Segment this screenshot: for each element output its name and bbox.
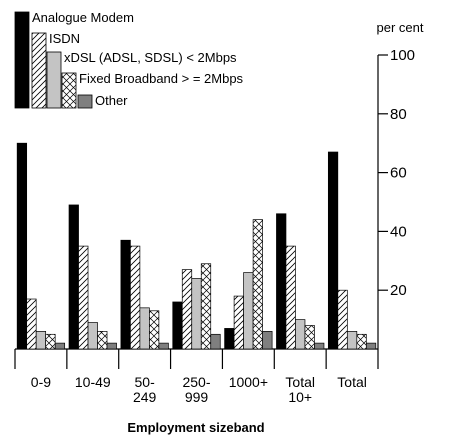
bar: [233, 295, 244, 350]
bar: [97, 331, 108, 350]
x-tick-label: 250-999: [182, 374, 210, 405]
bar: [243, 272, 254, 350]
bar: [68, 204, 79, 350]
bar: [210, 333, 221, 350]
bar: [78, 245, 89, 350]
y-tick-label: 60: [390, 165, 407, 182]
y-tick-label: 100: [390, 47, 415, 64]
legend-swatch: [14, 11, 30, 109]
bar: [224, 328, 235, 350]
bar: [276, 213, 287, 350]
y-tick-label: 20: [390, 282, 407, 299]
bar: [337, 289, 348, 350]
bar: [346, 331, 358, 350]
bar: [120, 239, 131, 350]
y-tick-label: 40: [390, 223, 407, 240]
x-tick-label: Total: [337, 374, 367, 390]
bar: [16, 142, 28, 350]
x-tick-label: 0-9: [31, 374, 51, 390]
bar: [304, 325, 315, 350]
bar: [191, 278, 202, 350]
bar: [285, 245, 296, 350]
bar: [252, 219, 263, 350]
bar: [87, 322, 98, 350]
legend-swatch: [61, 72, 77, 109]
bar: [181, 269, 193, 350]
bar: [149, 310, 160, 350]
y-axis-label: per cent: [377, 20, 424, 35]
bar: [54, 342, 66, 350]
bar: [172, 301, 183, 350]
x-axis-label: Employment sizeband: [127, 420, 264, 435]
bar: [45, 333, 56, 350]
bar: [106, 342, 117, 350]
bar: [26, 298, 37, 350]
x-tick-label: 50-249: [133, 374, 157, 405]
bar: [200, 263, 212, 350]
bar: [356, 333, 367, 350]
bar: [35, 331, 47, 350]
bar: [365, 342, 377, 350]
legend-label: Other: [95, 93, 128, 108]
legend-label: xDSL (ADSL, SDSL) < 2Mbps: [64, 50, 237, 65]
legend-swatch: [46, 51, 62, 109]
bar: [158, 342, 169, 350]
bar: [314, 342, 325, 350]
legend-swatch: [77, 94, 93, 109]
bar: [139, 307, 150, 350]
x-tick-label: 10-49: [75, 374, 111, 390]
x-tick-label: Total 10+: [285, 374, 315, 405]
x-tick-label: 1000+: [229, 374, 268, 390]
bar: [327, 151, 339, 350]
legend-label: Analogue Modem: [32, 10, 134, 25]
legend-label: ISDN: [49, 31, 80, 46]
bar: [130, 245, 141, 350]
legend-swatch: [31, 32, 47, 109]
bar: [262, 331, 273, 350]
y-tick-label: 80: [390, 106, 407, 123]
bar: [295, 319, 306, 350]
legend-label: Fixed Broadband > = 2Mbps: [79, 71, 244, 86]
